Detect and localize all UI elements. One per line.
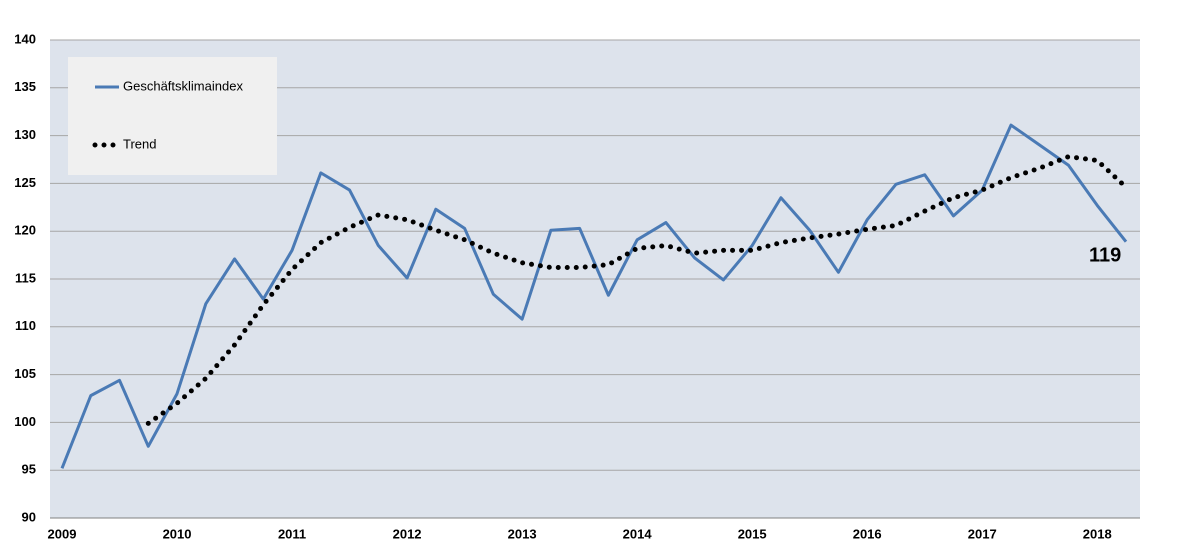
series-line xyxy=(145,154,1129,426)
y-tick-label: 140 xyxy=(14,31,36,46)
x-tick-label: 2014 xyxy=(623,526,653,541)
x-tick-label: 2012 xyxy=(393,526,422,541)
legend-label: Geschäftsklimaindex xyxy=(123,78,243,93)
x-tick-label: 2015 xyxy=(738,526,767,541)
legend-label: Trend xyxy=(123,136,156,151)
x-tick-label: 2017 xyxy=(968,526,997,541)
y-tick-label: 125 xyxy=(14,175,36,190)
annotation: 119 xyxy=(1089,244,1121,266)
y-tick-label: 100 xyxy=(14,414,36,429)
x-tick-label: 2009 xyxy=(48,526,77,541)
y-tick-label: 130 xyxy=(14,127,36,142)
legend-box xyxy=(68,57,277,175)
y-tick-label: 120 xyxy=(14,223,36,238)
y-tick-label: 95 xyxy=(22,462,36,477)
series-line xyxy=(60,123,1128,469)
x-tick-label: 2010 xyxy=(163,526,192,541)
y-tick-label: 115 xyxy=(15,270,36,285)
x-tick-label: 2018 xyxy=(1083,526,1112,541)
legend: Geschäftsklimaindex Trend xyxy=(68,57,277,175)
x-tick-label: 2011 xyxy=(278,526,306,541)
y-tick-label: 135 xyxy=(14,79,36,94)
y-tick-label: 90 xyxy=(22,509,36,524)
y-tick-label: 110 xyxy=(15,318,36,333)
y-tick-label: 105 xyxy=(14,366,36,381)
x-tick-label: 2013 xyxy=(508,526,537,541)
x-tick-label: 2016 xyxy=(853,526,882,541)
